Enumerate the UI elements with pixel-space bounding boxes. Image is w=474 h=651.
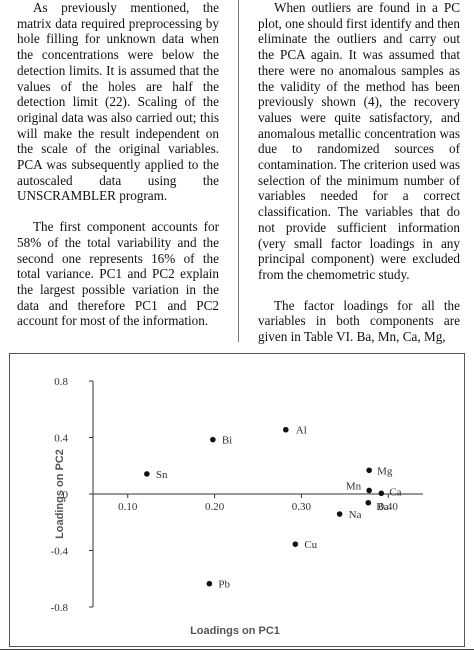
x-tick-label: 0.40	[379, 501, 399, 513]
data-point-sn	[144, 471, 150, 477]
point-label-pb: Pb	[218, 579, 230, 591]
x-tick-label: 0.10	[118, 501, 138, 513]
point-label-bi: Bi	[222, 435, 232, 447]
data-point-ba	[365, 499, 372, 506]
pca-loadings-scatter-chart: 0.80.40-0.4-0.80.10 0.20 0.30 0.40 SnBiAlPb…	[51, 376, 423, 637]
point-label-mg: Mg	[377, 465, 393, 477]
point-label-cu: Cu	[304, 539, 317, 551]
data-point-ca	[378, 490, 385, 497]
x-axis-title: Loadings on PC1	[190, 625, 280, 637]
x-tick-label: 0.30	[292, 501, 312, 513]
paragraph: As previously mentioned, the matrix data…	[17, 0, 219, 204]
point-label-na: Na	[349, 509, 362, 521]
y-tick-label: 0.8	[54, 376, 68, 388]
y-tick-label: 0.4	[54, 433, 68, 445]
point-label-mn: Mn	[346, 480, 362, 492]
left-text-column: As previously mentioned, the matrix data…	[17, 0, 219, 329]
y-tick-label: -0.8	[51, 602, 69, 614]
y-tick-label: 0	[63, 489, 69, 501]
data-point-mg	[366, 467, 372, 474]
x-tick-label: 0.20	[205, 501, 225, 513]
data-point-pb	[206, 580, 213, 587]
data-point-na	[336, 511, 343, 517]
right-text-column: When outliers are found in a PC plot, on…	[258, 0, 460, 345]
data-point-cu	[292, 541, 299, 547]
paragraph: The factor loadings for all the variable…	[258, 297, 460, 345]
y-tick-label: -0.4	[51, 546, 69, 558]
data-point-mn	[366, 487, 372, 494]
data-point-bi	[210, 436, 216, 443]
chart-axes	[92, 381, 423, 607]
point-label-al: Al	[296, 425, 307, 437]
point-label-ba: Ba	[376, 501, 388, 513]
figure-frame: 0.8 0.4 0 -0.4 -0.8 0.10 0.20 0.30 0.40 Sn Bi Al Pb…	[9, 353, 465, 647]
column-divider	[238, 0, 239, 342]
paragraph: When outliers are found in a PC plot, on…	[258, 0, 460, 282]
data-point-al	[282, 426, 289, 433]
paragraph: The first component accounts for 58% of …	[17, 219, 219, 329]
y-axis-title: Loadings on PC2	[54, 449, 66, 539]
point-label-ca: Ca	[389, 486, 401, 498]
point-label-sn: Sn	[156, 469, 168, 481]
chart-ticks: 0.80.40-0.4-0.80.10 0.20 0.30 0.40	[51, 376, 399, 614]
